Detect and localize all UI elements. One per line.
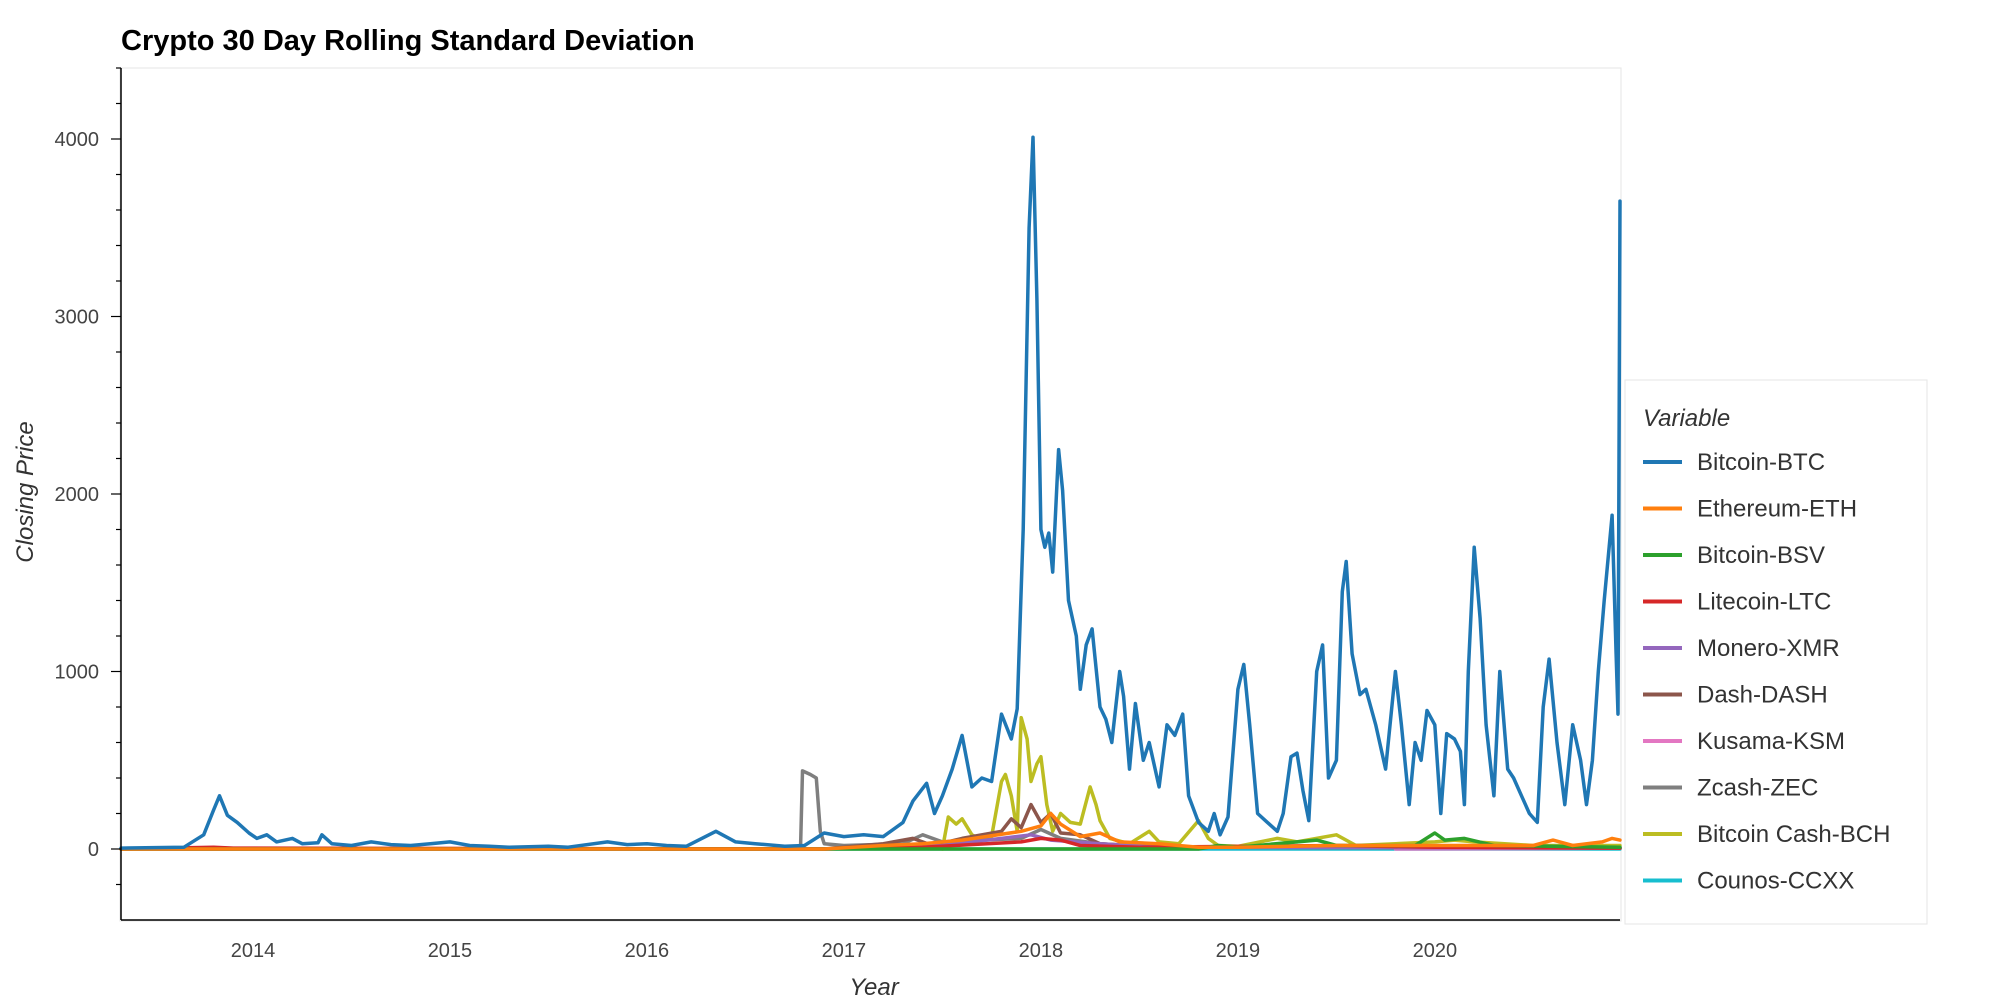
y-tick-label: 4000 xyxy=(55,129,100,151)
x-tick-label: 2019 xyxy=(1216,940,1261,962)
series-line-bitcoin-btc xyxy=(119,135,1622,850)
x-tick-label: 2014 xyxy=(231,940,276,962)
series-line-ethereum-eth xyxy=(119,811,1622,851)
legend-label-ethereum-eth: Ethereum-ETH xyxy=(1697,496,1857,523)
x-axis: 2014 2015 2016 2017 2018 2019 2020 xyxy=(121,919,1620,962)
y-tick-label: 3000 xyxy=(55,307,100,329)
legend-label-counos-ccxx: Counos-CCXX xyxy=(1697,868,1854,895)
series-lines xyxy=(119,135,1622,851)
legend: Variable Bitcoin-BTC Ethereum-ETH Bitcoin-… xyxy=(1624,379,1928,925)
series-line-bitcoin-cash-bch xyxy=(940,715,1622,851)
legend-label-zcash-zec: Zcash-ZEC xyxy=(1697,775,1818,802)
plot-area xyxy=(119,67,1622,922)
legend-label-dash-dash: Dash-DASH xyxy=(1697,682,1828,709)
legend-label-bitcoin-cash-bch: Bitcoin Cash-BCH xyxy=(1697,821,1890,848)
x-tick-label: 2015 xyxy=(428,940,473,962)
x-axis-label: Year xyxy=(849,974,899,1000)
legend-label-litecoin-ltc: Litecoin-LTC xyxy=(1697,589,1831,616)
chart-title: Crypto 30 Day Rolling Standard Deviation xyxy=(121,25,695,57)
y-tick-label: 2000 xyxy=(55,484,100,506)
x-tick-label: 2018 xyxy=(1019,940,1064,962)
legend-label-bitcoin-btc: Bitcoin-BTC xyxy=(1697,449,1825,476)
x-tick-label: 2020 xyxy=(1413,940,1458,962)
y-axis: 0 1000 2000 3000 4000 xyxy=(55,67,122,920)
x-tick-label: 2017 xyxy=(822,940,867,962)
x-tick-label: 2016 xyxy=(625,940,670,962)
legend-label-monero-xmr: Monero-XMR xyxy=(1697,635,1840,662)
legend-title: Variable xyxy=(1643,405,1730,432)
legend-label-bitcoin-bsv: Bitcoin-BSV xyxy=(1697,542,1825,569)
legend-label-kusama-ksm: Kusama-KSM xyxy=(1697,728,1845,755)
y-tick-label: 0 xyxy=(88,839,99,861)
y-axis-label: Closing Price xyxy=(12,421,39,562)
y-tick-label: 1000 xyxy=(55,662,100,684)
